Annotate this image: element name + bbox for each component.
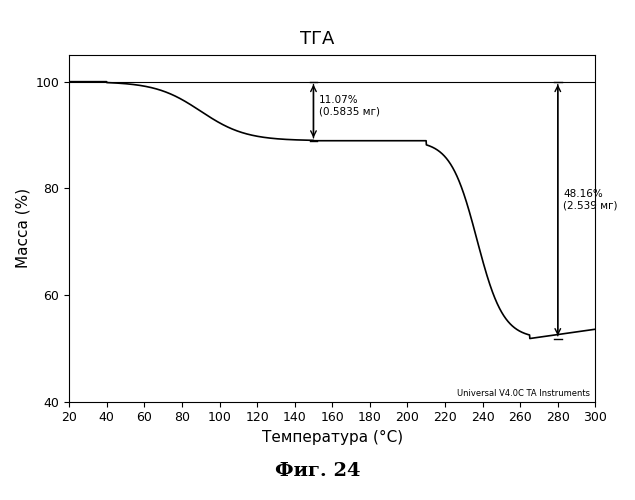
Text: 48.16%
(2.539 мг): 48.16% (2.539 мг) — [563, 188, 618, 210]
Text: Universal V4.0C TA Instruments: Universal V4.0C TA Instruments — [457, 389, 590, 398]
Text: ТГА: ТГА — [300, 30, 335, 48]
Text: Фиг. 24: Фиг. 24 — [275, 462, 360, 480]
Y-axis label: Масса (%): Масса (%) — [15, 188, 30, 268]
Text: 11.07%
(0.5835 мг): 11.07% (0.5835 мг) — [319, 95, 380, 116]
X-axis label: Температура (°C): Температура (°C) — [262, 430, 403, 445]
